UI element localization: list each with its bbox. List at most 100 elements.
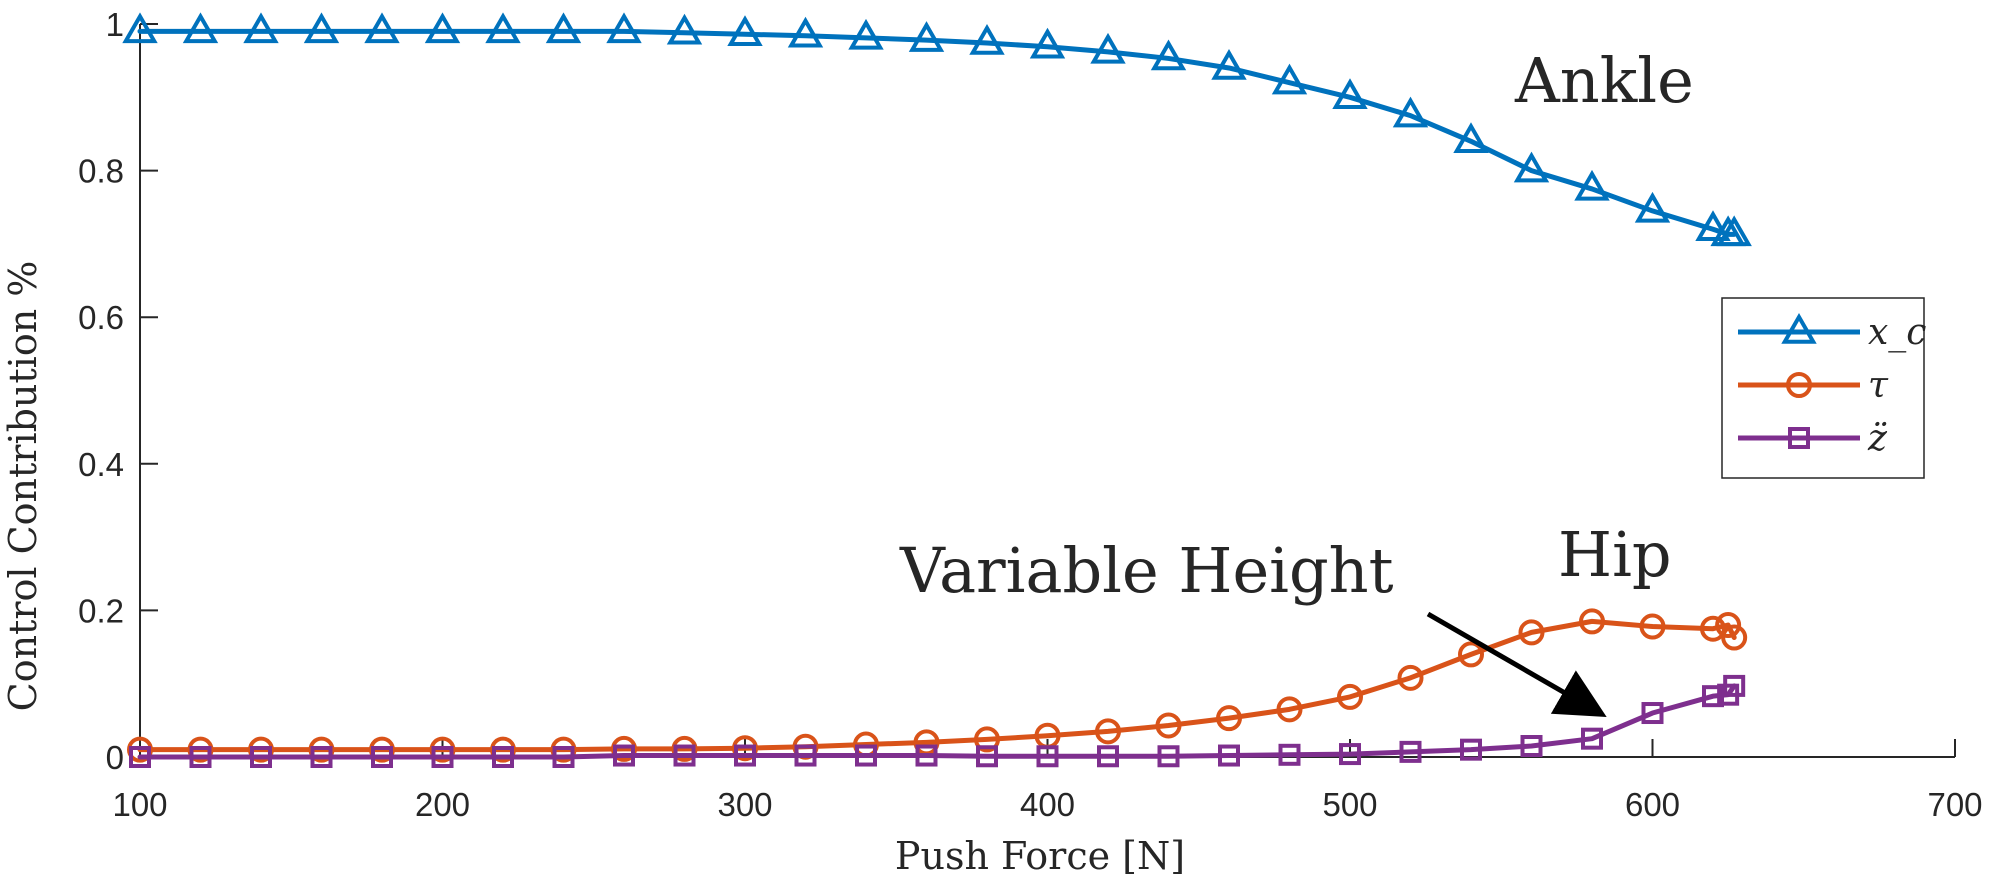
triangle-marker-point bbox=[424, 12, 461, 44]
triangle-marker-point bbox=[1716, 215, 1752, 247]
x-tick-label: 400 bbox=[1020, 786, 1075, 823]
circle-marker-point bbox=[1715, 612, 1742, 639]
circle-marker-point bbox=[1458, 641, 1484, 668]
annotation-variable-height: Variable Height bbox=[899, 534, 1394, 607]
circle-marker-point bbox=[1700, 615, 1726, 642]
square-marker-point bbox=[734, 744, 756, 767]
square-marker-point bbox=[431, 746, 454, 768]
square-marker-point bbox=[1036, 745, 1059, 768]
square-marker-point bbox=[794, 744, 817, 767]
series-line bbox=[137, 618, 1737, 753]
circle-marker-point bbox=[1337, 683, 1363, 710]
square-marker-point bbox=[1520, 735, 1543, 758]
y-tick-label: 0.4 bbox=[78, 446, 124, 483]
triangle-marker-point bbox=[122, 12, 158, 44]
x-axis-label: Push Force [N] bbox=[895, 834, 1185, 878]
triangle-marker-point bbox=[1574, 169, 1610, 201]
square-marker-point bbox=[371, 746, 393, 768]
circle-marker-point bbox=[1518, 619, 1545, 646]
circle-marker-point bbox=[1276, 696, 1303, 723]
triangle-marker-point bbox=[1271, 63, 1308, 95]
axes bbox=[139, 24, 1955, 758]
square-marker-point bbox=[189, 746, 212, 768]
triangle-marker-point bbox=[1090, 32, 1126, 64]
square-marker-point bbox=[1157, 745, 1180, 768]
square-marker-point bbox=[310, 746, 333, 768]
square-marker-point bbox=[1218, 744, 1240, 767]
square-marker-point bbox=[673, 744, 696, 767]
circle-marker-point bbox=[1579, 608, 1605, 635]
legend-label: x_c bbox=[1868, 312, 1926, 353]
square-marker-point bbox=[1399, 740, 1422, 763]
annotation-layer: Ankle Hip Variable Height bbox=[899, 44, 1694, 717]
square-marker-point bbox=[613, 744, 635, 767]
triangle-marker-point bbox=[1150, 39, 1187, 71]
triangle-marker-point bbox=[1695, 210, 1731, 241]
series-line bbox=[137, 28, 1737, 237]
y-axis-label: Control Contribution % bbox=[1, 261, 45, 712]
triangle-marker-point bbox=[1211, 48, 1247, 80]
y-tick-label: 0.6 bbox=[78, 299, 124, 336]
square-marker-point bbox=[1278, 743, 1301, 766]
annotation-ankle: Ankle bbox=[1514, 44, 1694, 117]
square-marker-point bbox=[976, 745, 998, 768]
circle-marker-point bbox=[1721, 624, 1748, 651]
x-axis-ticks: 100 200 300 400 500 600 700 bbox=[112, 739, 1983, 823]
legend: x_c τ z̈ bbox=[1721, 297, 1926, 479]
series-layer bbox=[122, 12, 1752, 768]
series-line bbox=[137, 683, 1737, 760]
square-marker-point bbox=[1723, 674, 1746, 697]
circle-marker-point bbox=[1155, 712, 1182, 739]
y-tick-label: 0 bbox=[106, 739, 124, 776]
triangle-marker-point bbox=[1513, 151, 1550, 183]
triangle-marker-point bbox=[1029, 27, 1066, 59]
square-marker-point bbox=[1702, 685, 1724, 708]
legend-label: τ bbox=[1868, 365, 1889, 406]
triangle-marker-point bbox=[787, 16, 824, 48]
square-marker-point bbox=[250, 746, 272, 768]
square-marker-point bbox=[492, 746, 514, 768]
circle-marker-point bbox=[1397, 664, 1424, 691]
triangle-marker-point bbox=[908, 21, 945, 52]
circle-marker-point bbox=[1639, 613, 1666, 640]
triangle-marker-point bbox=[1332, 78, 1368, 110]
legend-circle-icon bbox=[1786, 372, 1812, 398]
legend-square-icon bbox=[1788, 427, 1810, 449]
triangle-marker-point bbox=[969, 24, 1005, 55]
y-tick-label: 1 bbox=[106, 6, 124, 43]
legend-triangle-icon bbox=[1781, 312, 1817, 344]
annotation-hip: Hip bbox=[1558, 518, 1672, 591]
triangle-marker-point bbox=[485, 12, 521, 44]
square-marker-point bbox=[1097, 745, 1119, 768]
legend-entry: τ bbox=[1738, 365, 1889, 406]
square-marker-point bbox=[129, 746, 151, 768]
triangle-marker-point bbox=[243, 12, 279, 44]
square-marker-point bbox=[1581, 727, 1603, 750]
square-marker-point bbox=[552, 746, 575, 768]
x-tick-label: 100 bbox=[112, 786, 167, 823]
series-1 bbox=[127, 608, 1748, 763]
y-tick-label: 0.8 bbox=[78, 153, 124, 190]
legend-entry: x_c bbox=[1738, 312, 1926, 353]
square-marker-point bbox=[1460, 738, 1482, 761]
series-0 bbox=[122, 12, 1752, 247]
x-tick-label: 300 bbox=[717, 786, 772, 823]
triangle-marker-point bbox=[364, 12, 400, 44]
annotation-arrow bbox=[1426, 611, 1607, 717]
x-tick-label: 700 bbox=[1927, 786, 1982, 823]
triangle-marker-point bbox=[303, 12, 340, 44]
triangle-marker-point bbox=[1634, 191, 1671, 223]
circle-marker-point bbox=[974, 726, 1000, 753]
x-tick-label: 200 bbox=[415, 786, 470, 823]
y-tick-label: 0.2 bbox=[78, 592, 124, 629]
circle-marker-point bbox=[1095, 718, 1121, 745]
square-marker-point bbox=[1339, 743, 1361, 766]
square-marker-point bbox=[855, 744, 877, 767]
triangle-marker-point bbox=[182, 12, 219, 44]
legend-box bbox=[1721, 297, 1925, 479]
legend-label: z̈ bbox=[1867, 418, 1888, 459]
triangle-marker-point bbox=[606, 12, 642, 44]
square-marker-point bbox=[1641, 702, 1664, 725]
